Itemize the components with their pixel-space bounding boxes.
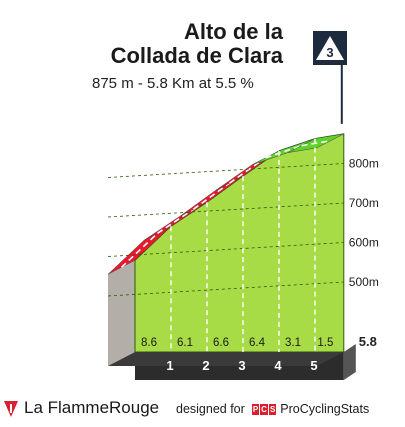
- climb-profile-chart: 500m 600m 700m 800m 1 2 3 4 5 5.8 8.6 6.1 6.6 6.4 3.1 1…: [107, 65, 379, 380]
- pcs-letter-s: S: [268, 403, 277, 415]
- credit-brand: ProCyclingStats: [280, 402, 370, 416]
- category-number: 3: [326, 45, 333, 60]
- flag-icon: [4, 401, 18, 417]
- pcs-logo: P C S: [251, 403, 277, 415]
- segment-centerline-3: [193, 182, 230, 210]
- gradient-label-4: 6.4: [249, 337, 266, 349]
- credit-text: designed for: [176, 402, 245, 416]
- brand-suffix: Rouge: [109, 398, 160, 417]
- segment-centerline-4: [229, 157, 266, 184]
- profile-base-top: [108, 352, 344, 366]
- gradient-label-3: 6.6: [213, 337, 229, 349]
- km-label-2: 2: [202, 358, 209, 373]
- segment-centerline-2: [157, 208, 194, 234]
- total-km-label: 5.8: [359, 334, 377, 349]
- pcs-letter-c: C: [260, 403, 268, 415]
- gradient-label-2: 6.1: [177, 337, 193, 349]
- footer-credit: designed for P C S ProCyclingStats: [176, 402, 369, 416]
- category-badge: 3: [313, 31, 347, 65]
- brand-prefix: La Flamme: [24, 398, 110, 417]
- segment-centerline-5: [265, 144, 302, 159]
- segment-centerline-6: [301, 140, 331, 147]
- segment-centerline-1: [120, 232, 159, 268]
- pcs-letter-p: P: [251, 403, 260, 415]
- elevation-label-800: 800m: [349, 157, 379, 171]
- km-label-1: 1: [166, 358, 173, 373]
- profile-front-area: [134, 133, 345, 353]
- profile-start-face: [108, 260, 135, 366]
- climb-title-line1: Alto de la: [183, 19, 283, 44]
- profile-base-side: [343, 344, 356, 380]
- elevation-label-600: 600m: [349, 236, 379, 250]
- climb-title-line2: Collada de Clara: [110, 43, 283, 68]
- gradient-label-5: 3.1: [285, 337, 301, 349]
- category-triangle-icon: 3: [316, 36, 344, 60]
- laflammerouge-logo: La Flamme Rouge: [4, 398, 159, 418]
- km-label-5: 5: [310, 358, 317, 373]
- gradient-label-6: 1.5: [317, 337, 333, 349]
- elevation-label-700: 700m: [349, 196, 379, 210]
- km-label-4: 4: [274, 358, 282, 373]
- elevation-label-500: 500m: [349, 275, 379, 289]
- gradient-label-1: 8.6: [141, 337, 157, 349]
- km-label-3: 3: [238, 358, 245, 373]
- climb-subtitle: 875 m - 5.8 Km at 5.5 %: [92, 75, 254, 92]
